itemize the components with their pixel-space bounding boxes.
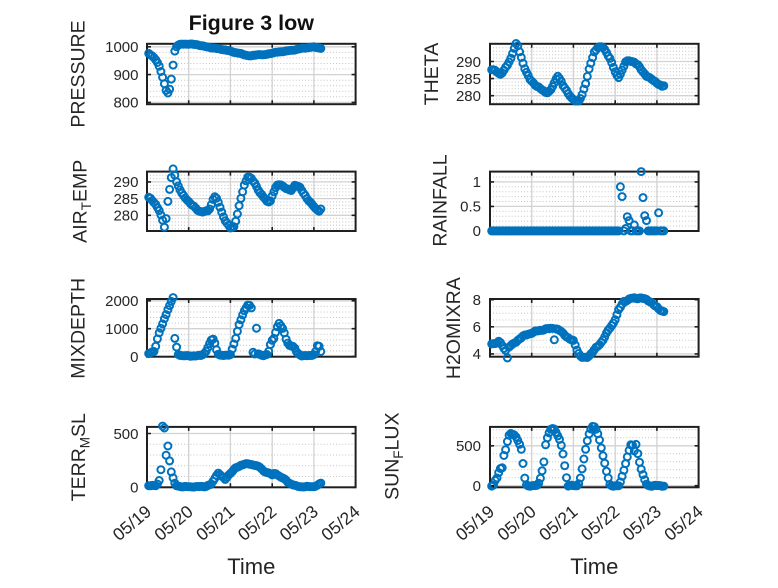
- svg-text:0: 0: [473, 478, 481, 495]
- svg-text:H2OMIXRA: H2OMIXRA: [443, 277, 465, 379]
- svg-text:285: 285: [113, 191, 138, 208]
- svg-text:0: 0: [130, 480, 138, 497]
- svg-text:SUNF​LUX: SUNF​LUX: [382, 413, 407, 500]
- svg-text:THETA: THETA: [421, 43, 443, 105]
- svg-text:Time: Time: [227, 554, 275, 579]
- svg-text:6: 6: [473, 319, 481, 336]
- svg-text:1000: 1000: [105, 321, 138, 338]
- svg-text:280: 280: [113, 208, 138, 225]
- svg-text:4: 4: [473, 346, 481, 363]
- svg-text:Time: Time: [570, 554, 618, 579]
- svg-text:MIXDEPTH: MIXDEPTH: [68, 278, 90, 379]
- svg-text:0.5: 0.5: [460, 199, 481, 216]
- svg-text:TERRM​SL: TERRM​SL: [68, 413, 93, 501]
- svg-text:500: 500: [113, 426, 138, 443]
- svg-text:290: 290: [456, 54, 481, 71]
- svg-text:8: 8: [473, 292, 481, 309]
- svg-text:1: 1: [473, 174, 481, 191]
- svg-text:0: 0: [473, 223, 481, 240]
- svg-text:2000: 2000: [105, 293, 138, 310]
- svg-text:800: 800: [113, 95, 138, 112]
- svg-text:1000: 1000: [105, 39, 138, 56]
- svg-text:900: 900: [113, 67, 138, 84]
- svg-text:500: 500: [456, 438, 481, 455]
- svg-text:PRESSURE: PRESSURE: [68, 20, 90, 127]
- svg-text:Figure 3 low: Figure 3 low: [189, 11, 315, 35]
- svg-text:AIRT​EMP: AIRT​EMP: [69, 160, 94, 243]
- svg-text:RAINFALL: RAINFALL: [429, 154, 451, 246]
- svg-text:285: 285: [456, 71, 481, 88]
- svg-text:280: 280: [456, 88, 481, 105]
- svg-text:290: 290: [113, 174, 138, 191]
- svg-text:0: 0: [130, 349, 138, 366]
